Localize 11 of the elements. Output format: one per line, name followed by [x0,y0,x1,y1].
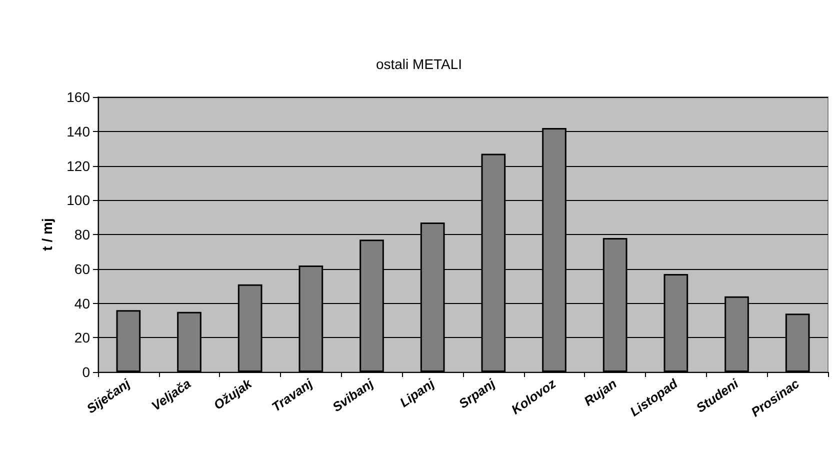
y-tick-label: 20 [74,330,90,346]
y-tick-label: 140 [66,123,90,140]
y-tick-label: 160 [66,89,90,105]
y-tick-label: 80 [74,226,90,242]
y-tick-label: 0 [82,364,90,380]
chart-title: ostali METALI [376,56,462,72]
y-tick-label: 40 [74,295,90,312]
y-tick-label: 100 [66,192,90,208]
y-axis-title: t / mj [39,218,55,251]
y-tick-label: 60 [74,260,90,277]
y-tick-label: 120 [66,158,90,174]
